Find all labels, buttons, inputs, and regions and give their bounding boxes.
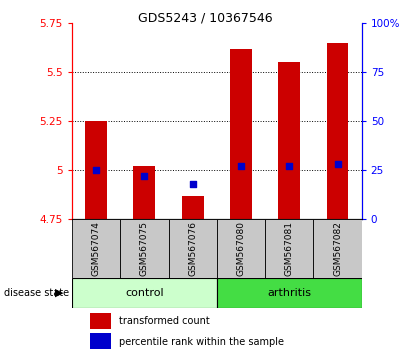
Text: ▶: ▶	[55, 288, 64, 298]
Point	[238, 164, 244, 169]
Bar	[182, 196, 203, 219]
Text: GDS5243 / 10367546: GDS5243 / 10367546	[138, 11, 273, 24]
Text: GSM567074: GSM567074	[92, 221, 101, 276]
Bar	[90, 333, 111, 349]
Text: GSM567082: GSM567082	[333, 221, 342, 276]
Text: GSM567081: GSM567081	[285, 221, 294, 276]
Bar	[217, 219, 265, 278]
Text: GSM567080: GSM567080	[236, 221, 245, 276]
Bar	[327, 42, 349, 219]
Text: disease state: disease state	[4, 288, 69, 298]
Bar	[134, 166, 155, 219]
Bar	[90, 313, 111, 329]
Bar	[120, 219, 169, 278]
Point	[286, 164, 293, 169]
Point	[93, 167, 99, 173]
Bar	[217, 278, 362, 308]
Bar	[85, 121, 107, 219]
Bar	[72, 278, 217, 308]
Text: arthritis: arthritis	[267, 288, 311, 298]
Point	[334, 162, 341, 167]
Text: GSM567076: GSM567076	[188, 221, 197, 276]
Text: percentile rank within the sample: percentile rank within the sample	[119, 337, 284, 347]
Bar	[313, 219, 362, 278]
Text: transformed count: transformed count	[119, 316, 210, 326]
Point	[141, 173, 148, 179]
Bar	[278, 62, 300, 219]
Text: control: control	[125, 288, 164, 298]
Bar	[169, 219, 217, 278]
Bar	[72, 219, 120, 278]
Bar	[230, 48, 252, 219]
Point	[189, 181, 196, 187]
Bar	[265, 219, 313, 278]
Text: GSM567075: GSM567075	[140, 221, 149, 276]
